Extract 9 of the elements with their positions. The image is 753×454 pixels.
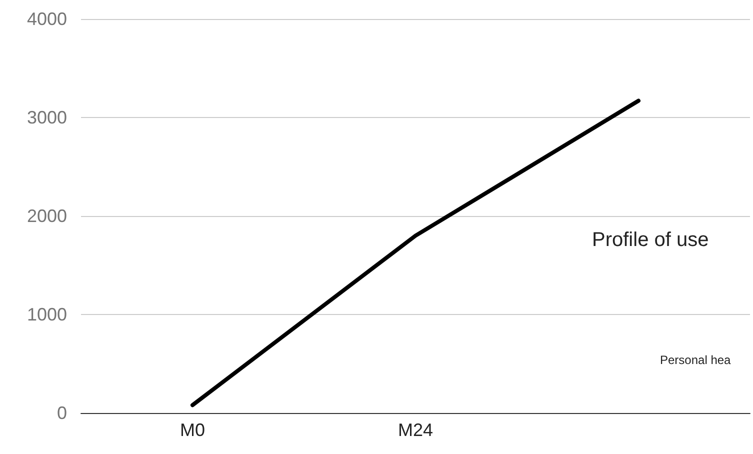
- annotation: Personal hea: [660, 353, 732, 367]
- y-tick-label: 4000: [26, 9, 67, 29]
- x-tick-label: M24: [398, 420, 434, 440]
- annotation: Profile of use: [592, 229, 709, 251]
- x-tick-label: M0: [180, 420, 206, 440]
- y-tick-label: 2000: [26, 206, 67, 226]
- y-tick-label: 3000: [26, 108, 67, 128]
- y-tick-label: 1000: [26, 304, 67, 324]
- y-tick-label: 0: [56, 403, 67, 423]
